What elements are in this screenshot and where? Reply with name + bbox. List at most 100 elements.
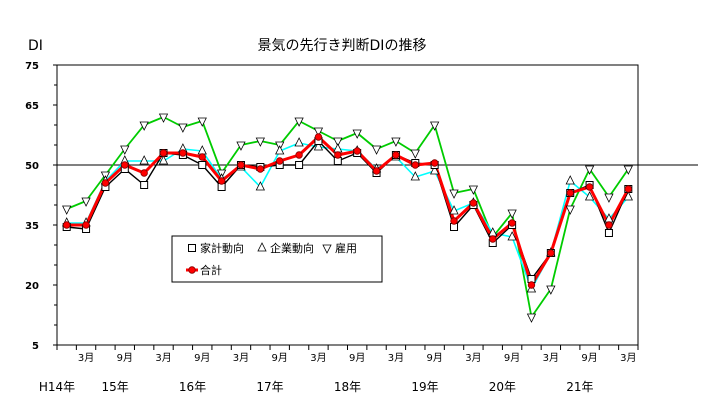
- series-3-markers: [62, 133, 633, 289]
- x-month-label: 9月: [349, 352, 365, 364]
- data-point: [584, 191, 595, 201]
- data-point: [81, 197, 91, 207]
- y-tick-label: 5: [32, 341, 39, 352]
- legend-marker: [188, 244, 196, 252]
- data-point: [140, 181, 149, 189]
- data-point: [256, 165, 265, 173]
- y-tick-label: 50: [25, 161, 39, 172]
- series-2: [66, 116, 630, 318]
- y-axis-label: DI: [28, 38, 43, 54]
- data-point: [353, 147, 361, 155]
- x-month-label: 3月: [78, 352, 94, 364]
- series-2-markers: [62, 113, 633, 323]
- data-point: [139, 155, 149, 165]
- data-point: [391, 137, 401, 147]
- data-point: [507, 231, 517, 241]
- data-point: [411, 161, 419, 169]
- data-point: [565, 175, 575, 185]
- x-year-label: 15年: [101, 380, 128, 394]
- data-point: [158, 155, 169, 165]
- x-month-label: 3月: [543, 352, 559, 364]
- x-month-label: 3月: [310, 352, 326, 364]
- data-point: [313, 127, 324, 137]
- data-point: [82, 221, 90, 229]
- x-month-label: 9月: [117, 352, 133, 364]
- data-point: [333, 137, 343, 147]
- data-point: [140, 169, 148, 177]
- data-point: [255, 181, 265, 191]
- data-point: [62, 205, 72, 215]
- data-point: [352, 129, 362, 139]
- legend-label: 雇用: [335, 241, 357, 255]
- data-point: [585, 183, 594, 191]
- legend-label: 企業動向: [270, 241, 314, 255]
- data-point: [604, 229, 613, 237]
- data-point: [295, 161, 304, 169]
- x-year-label: 21年: [566, 380, 593, 394]
- legend-label: 合計: [200, 263, 222, 277]
- x-month-label: 3月: [233, 352, 249, 364]
- x-year-label: 18年: [334, 380, 361, 394]
- legend-item: 雇用: [322, 241, 357, 255]
- data-point: [623, 191, 633, 201]
- data-point: [314, 133, 323, 141]
- data-point: [526, 313, 537, 323]
- data-point: [295, 151, 303, 159]
- data-point: [159, 149, 168, 157]
- x-month-label: 9月: [426, 352, 442, 364]
- data-point: [392, 151, 400, 159]
- data-point: [139, 121, 149, 131]
- data-point: [120, 145, 130, 155]
- x-month-label: 9月: [504, 352, 520, 364]
- series-line: [66, 116, 630, 318]
- data-point: [217, 177, 226, 185]
- data-point: [489, 235, 497, 243]
- legend-marker: [188, 266, 196, 274]
- y-tick-label: 75: [25, 61, 39, 72]
- data-point: [604, 193, 614, 203]
- x-year-label: H14年: [39, 380, 75, 394]
- data-point: [469, 199, 478, 207]
- data-point: [197, 117, 207, 127]
- data-point: [371, 145, 382, 155]
- data-point: [605, 221, 613, 229]
- legend-item: 企業動向: [257, 241, 314, 255]
- data-point: [101, 179, 110, 187]
- data-point: [334, 151, 342, 159]
- data-point: [584, 165, 595, 175]
- data-point: [430, 159, 439, 167]
- legend-box: [171, 235, 383, 283]
- data-point: [255, 137, 265, 147]
- plot-area: [56, 64, 639, 346]
- x-month-label: 9月: [194, 352, 210, 364]
- data-point: [507, 209, 517, 219]
- x-month-label: 3月: [465, 352, 481, 364]
- data-point: [276, 157, 284, 165]
- data-point: [546, 285, 556, 295]
- x-month-label: 3月: [620, 352, 636, 364]
- data-point: [372, 167, 381, 175]
- data-point: [410, 149, 420, 159]
- x-month-label: 3月: [155, 352, 171, 364]
- x-year-label: 19年: [411, 380, 438, 394]
- data-point: [236, 141, 246, 151]
- x-month-label: 3月: [388, 352, 404, 364]
- data-point: [294, 117, 304, 127]
- data-point: [547, 249, 555, 257]
- data-point: [508, 219, 516, 227]
- data-point: [178, 123, 188, 133]
- x-year-label: 20年: [489, 380, 516, 394]
- y-tick-label: 35: [25, 221, 39, 232]
- data-point: [198, 153, 206, 161]
- data-point: [449, 189, 459, 199]
- data-point: [121, 161, 129, 169]
- y-tick-label: 65: [25, 101, 39, 112]
- x-month-label: 9月: [581, 352, 597, 364]
- data-point: [158, 113, 169, 123]
- data-point: [527, 281, 536, 289]
- chart-title: 景気の先行き判断DIの推移: [258, 38, 427, 54]
- data-point: [623, 165, 633, 175]
- data-point: [449, 205, 459, 215]
- legend-label: 家計動向: [200, 241, 244, 255]
